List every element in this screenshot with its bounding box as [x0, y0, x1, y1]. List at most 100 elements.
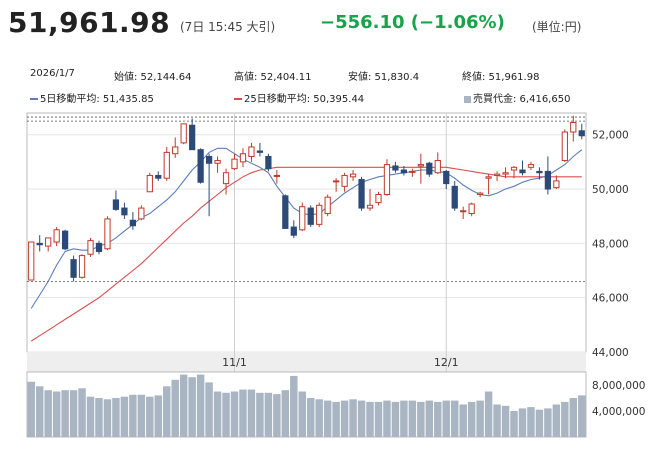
- y-tick-label: 48,000: [592, 238, 629, 250]
- candle-down: [36, 242, 43, 246]
- volume-bar: [467, 401, 476, 437]
- volume-bar: [383, 400, 391, 437]
- volume-bar: [578, 395, 586, 437]
- volume-bar: [35, 386, 44, 437]
- quote-header: 51,961.98 (7日 15:45 大引) −556.10 (−1.06%)…: [8, 2, 658, 42]
- candle-up: [316, 204, 323, 225]
- volume-label: 売買代金: 6,416,650: [473, 94, 571, 105]
- volume-bar: [239, 389, 247, 437]
- candle-down: [205, 155, 213, 164]
- volume-bar: [417, 401, 425, 437]
- candle-down: [307, 207, 314, 225]
- candle-down: [155, 174, 162, 179]
- volume-bar: [290, 375, 298, 437]
- volume-bar: [450, 400, 459, 437]
- volume-bar: [493, 404, 501, 437]
- volume-bar: [69, 390, 78, 437]
- candle-up: [349, 173, 357, 178]
- candle-up: [231, 158, 238, 170]
- volume-bar: [501, 405, 510, 437]
- volume-bar: [535, 409, 544, 437]
- volume-bar: [120, 396, 129, 437]
- candle-up: [222, 172, 230, 185]
- volume-bar: [86, 396, 95, 437]
- y-tick-label: 46,000: [592, 293, 629, 305]
- ma5-line: [30, 147, 583, 309]
- candle-up: [104, 218, 111, 250]
- ma25-line: [30, 166, 582, 342]
- candle-up: [409, 170, 416, 173]
- candle-up: [417, 164, 424, 167]
- volume-bar: [264, 392, 273, 437]
- candle-up: [172, 146, 179, 155]
- ohlc-summary: 2026/1/7 始値: 52,144.64 高値: 52,404.11 安値:…: [30, 66, 630, 105]
- volume-bar: [366, 401, 374, 437]
- volume-bar: [154, 395, 163, 437]
- volume-bar: [179, 374, 188, 437]
- volume-bar: [256, 392, 264, 437]
- candle-down: [578, 130, 585, 137]
- candle-down: [400, 169, 408, 174]
- candle-up: [333, 180, 340, 183]
- volume-bar: [247, 389, 256, 437]
- volume-bar: [273, 394, 281, 437]
- x-tick-label: 11/1: [222, 356, 247, 369]
- candle-up: [468, 203, 475, 214]
- volume-bar: [323, 400, 332, 437]
- volume-bar: [484, 391, 493, 437]
- volume-bar: [205, 382, 213, 437]
- candle-up: [248, 146, 255, 157]
- volume-bar: [518, 408, 527, 437]
- volume-swatch: [464, 95, 471, 103]
- candle-up: [502, 172, 509, 175]
- session-time: (7日 15:45 大引): [180, 20, 276, 34]
- volume-bar: [298, 391, 306, 437]
- x-tick-label: 12/1: [434, 356, 459, 369]
- candle-down: [536, 170, 543, 174]
- candle-up: [493, 173, 501, 176]
- volume-bar: [349, 399, 357, 437]
- date-axis-band: [27, 352, 586, 372]
- candle-up: [460, 210, 467, 213]
- volume-bar: [400, 400, 408, 437]
- candle-up: [273, 174, 280, 177]
- volume-bar: [163, 386, 171, 437]
- candle-down: [61, 230, 69, 250]
- candle-up: [299, 206, 306, 231]
- volume-bar: [44, 390, 52, 437]
- candle-up: [146, 174, 153, 193]
- candle-up: [561, 131, 568, 162]
- candle-down: [544, 170, 552, 190]
- volume-bar: [552, 404, 561, 437]
- price-change: −556.10 (−1.06%): [320, 12, 505, 33]
- candle-down: [426, 162, 433, 175]
- candle-down: [70, 259, 77, 278]
- volume-bar: [27, 381, 35, 437]
- candle-down: [121, 207, 128, 216]
- volume-bar: [434, 401, 442, 437]
- ma5-swatch: [30, 98, 38, 100]
- volume-bar: [315, 399, 323, 437]
- volume-bar: [510, 411, 518, 437]
- volume-bar: [171, 379, 179, 437]
- ma5-legend: 5日移動平均: 51,435.85: [30, 90, 154, 105]
- volume-bar: [569, 398, 578, 437]
- y-tick-label: 52,000: [592, 130, 629, 142]
- candle-up: [570, 122, 577, 133]
- candle-down: [290, 226, 297, 236]
- candle-up: [180, 123, 187, 144]
- volume-bar: [281, 390, 290, 437]
- candle-down: [392, 165, 399, 171]
- volume-bar: [52, 391, 61, 437]
- volume-bar: [374, 401, 383, 437]
- candle-up: [45, 237, 52, 247]
- volume-bar: [103, 399, 112, 437]
- candle-up: [163, 151, 170, 179]
- volume-bar: [196, 374, 205, 437]
- y-tick-label: 44,000: [592, 347, 629, 359]
- candle-up: [341, 174, 348, 187]
- ma25-swatch: [234, 98, 242, 100]
- candle-up: [383, 164, 391, 195]
- candle-up: [510, 166, 518, 171]
- candle-up: [324, 196, 331, 214]
